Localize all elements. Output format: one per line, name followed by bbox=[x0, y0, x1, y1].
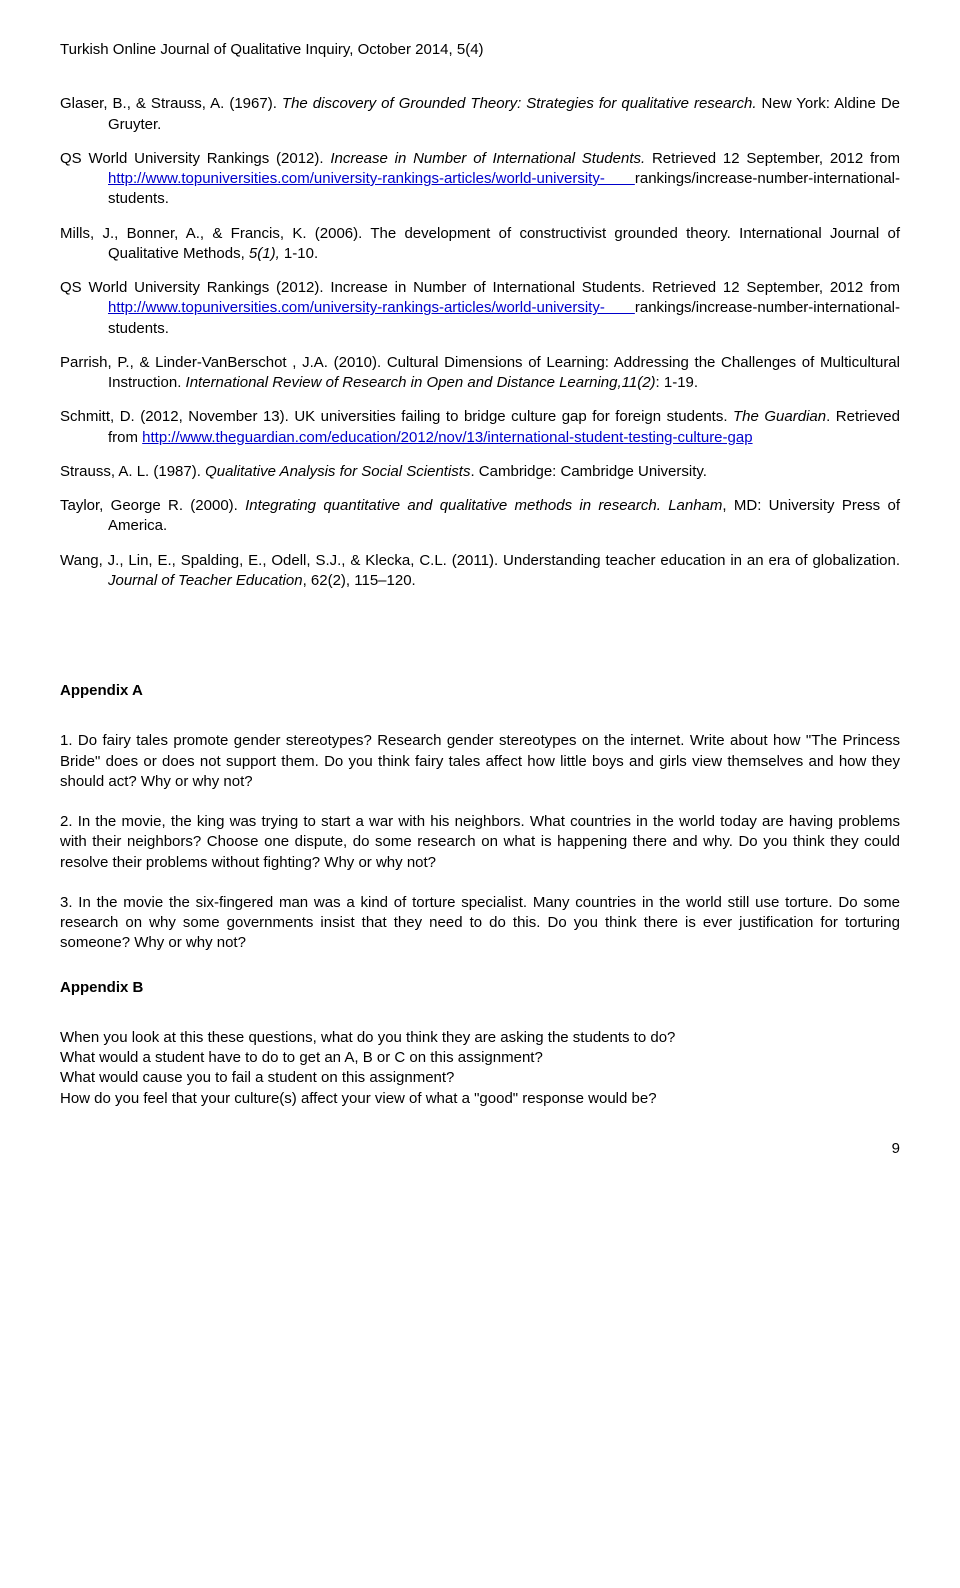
reference-item: Wang, J., Lin, E., Spalding, E., Odell, … bbox=[60, 551, 900, 592]
appendix-b-line: When you look at this these questions, w… bbox=[60, 1028, 900, 1048]
appendix-a-paragraph: 3. In the movie the six-fingered man was… bbox=[60, 893, 900, 954]
ref-text: Wang, J., Lin, E., Spalding, E., Odell, … bbox=[60, 552, 900, 569]
journal-header: Turkish Online Journal of Qualitative In… bbox=[60, 40, 900, 60]
ref-text: Schmitt, D. (2012, November 13). UK univ… bbox=[60, 408, 733, 425]
appendix-a-paragraph: 1. Do fairy tales promote gender stereot… bbox=[60, 731, 900, 792]
ref-text: Retrieved 12 September, 2012 from bbox=[645, 150, 900, 167]
ref-text: : 1-19. bbox=[656, 374, 699, 391]
appendix-b-line: What would cause you to fail a student o… bbox=[60, 1068, 900, 1088]
reference-item: Glaser, B., & Strauss, A. (1967). The di… bbox=[60, 94, 900, 135]
ref-title-italic: Integrating quantitative and qualitative… bbox=[245, 497, 722, 514]
page-number: 9 bbox=[60, 1139, 900, 1159]
ref-text: Glaser, B., & Strauss, A. (1967). bbox=[60, 95, 282, 112]
ref-title-italic: Qualitative Analysis for Social Scientis… bbox=[205, 463, 470, 480]
reference-item: QS World University Rankings (2012). Inc… bbox=[60, 278, 900, 339]
appendix-b-line: What would a student have to do to get a… bbox=[60, 1048, 900, 1068]
reference-item: Strauss, A. L. (1987). Qualitative Analy… bbox=[60, 462, 900, 482]
reference-item: Parrish, P., & Linder-VanBerschot , J.A.… bbox=[60, 353, 900, 394]
ref-title-italic: 5(1), bbox=[249, 245, 280, 262]
ref-title-italic: Increase in Number of International Stud… bbox=[330, 150, 645, 167]
appendix-b-line: How do you feel that your culture(s) aff… bbox=[60, 1089, 900, 1109]
ref-title-italic: The Guardian bbox=[733, 408, 826, 425]
ref-text: Increase in Number of International Stud… bbox=[330, 279, 645, 296]
ref-text: Retrieved 12 September, 2012 from bbox=[645, 279, 900, 296]
reference-item: Schmitt, D. (2012, November 13). UK univ… bbox=[60, 407, 900, 448]
appendix-a-paragraph: 2. In the movie, the king was trying to … bbox=[60, 812, 900, 873]
ref-text: Taylor, George R. (2000). bbox=[60, 497, 245, 514]
appendix-b-heading: Appendix B bbox=[60, 978, 900, 998]
ref-link[interactable]: http://www.theguardian.com/education/201… bbox=[142, 429, 752, 446]
ref-link[interactable]: http://www.topuniversities.com/universit… bbox=[108, 299, 635, 316]
ref-title-italic: International Review of Research in Open… bbox=[186, 374, 656, 391]
ref-link[interactable]: http://www.topuniversities.com/universit… bbox=[108, 170, 635, 187]
ref-text: Strauss, A. L. (1987). bbox=[60, 463, 205, 480]
appendix-a-heading: Appendix A bbox=[60, 681, 900, 701]
ref-text: . Cambridge: Cambridge University. bbox=[470, 463, 706, 480]
ref-title-italic: The discovery of Grounded Theory: Strate… bbox=[282, 95, 757, 112]
ref-text: QS World University Rankings (2012). bbox=[60, 150, 330, 167]
ref-title-italic: Journal of Teacher Education bbox=[108, 572, 303, 589]
reference-item: Mills, J., Bonner, A., & Francis, K. (20… bbox=[60, 224, 900, 265]
ref-text: , 62(2), 115–120. bbox=[303, 572, 416, 589]
reference-item: Taylor, George R. (2000). Integrating qu… bbox=[60, 496, 900, 537]
ref-text: 1-10. bbox=[280, 245, 318, 262]
ref-text: QS World University Rankings (2012). bbox=[60, 279, 330, 296]
ref-text: Mills, J., Bonner, A., & Francis, K. (20… bbox=[60, 225, 900, 262]
appendix-b-block: When you look at this these questions, w… bbox=[60, 1028, 900, 1109]
reference-item: QS World University Rankings (2012). Inc… bbox=[60, 149, 900, 210]
